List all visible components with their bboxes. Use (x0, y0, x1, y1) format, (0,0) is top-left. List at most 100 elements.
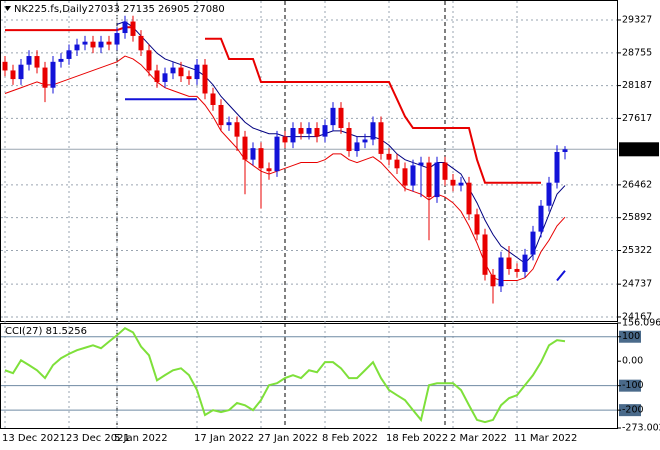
candle-body (266, 168, 272, 172)
candle-body (290, 128, 296, 143)
y-tick-label: 0.00 (622, 356, 643, 367)
candle-body (90, 41, 96, 48)
last-price-label: 27080 (622, 144, 652, 155)
indicator-line (4, 55, 566, 282)
candle-body (346, 128, 352, 152)
candle-body (130, 21, 136, 36)
x-tick-label: 23 Dec 2021 (66, 433, 130, 444)
candle-body (162, 73, 168, 82)
candle-body (522, 254, 528, 272)
candle-body (114, 33, 120, 45)
candle-body (314, 128, 320, 137)
level-box (619, 330, 641, 343)
y-tick-label: 25892 (622, 212, 652, 223)
candle-body (170, 67, 176, 74)
indicator-line (116, 20, 566, 264)
level-box (619, 379, 641, 392)
cci-line (4, 326, 566, 424)
candle-body (466, 182, 472, 215)
y-tick-label: 25322 (622, 245, 652, 256)
candle-body (546, 182, 552, 206)
candle-body (218, 104, 224, 126)
candle-body (2, 61, 8, 71)
candle-body (226, 122, 232, 126)
cci-frame (0, 323, 618, 429)
candle-body (378, 122, 384, 154)
candle-body (194, 64, 200, 80)
candle-body (530, 231, 536, 255)
candle-body (18, 64, 24, 80)
indicator-line (125, 98, 566, 282)
candle-body (474, 214, 480, 235)
candle-body (258, 148, 264, 169)
y-tick-label: -100 (622, 380, 644, 391)
candle-body (274, 136, 280, 172)
candle-body (514, 269, 520, 272)
x-tick-label: 2 Mar 2022 (450, 433, 507, 444)
y-tick-label: -273.0024 (622, 423, 660, 434)
candle-body (66, 50, 72, 59)
indicator-line (5, 26, 541, 184)
candle-body (322, 125, 328, 137)
candle-body (202, 64, 208, 94)
y-tick-label: -200 (622, 405, 644, 416)
candle-body (178, 67, 184, 77)
candle-body (418, 162, 424, 166)
candle-body (10, 70, 16, 80)
candle-body (26, 56, 32, 65)
y-tick-label: 29327 (622, 14, 652, 25)
candle-body (58, 58, 64, 62)
x-tick-label: 8 Feb 2022 (322, 433, 378, 444)
y-tick-label: 28187 (622, 80, 652, 91)
candle-body (186, 76, 192, 80)
candle-body (506, 257, 512, 270)
candle-body (402, 168, 408, 186)
x-tick-label: 13 Dec 2021 (2, 433, 66, 444)
candle-body (482, 234, 488, 275)
candle-body (490, 274, 496, 287)
y-tick-label: 24737 (622, 279, 652, 290)
y-tick-label: 28755 (622, 47, 652, 58)
candle-body (34, 56, 40, 68)
x-tick-label: 18 Feb 2022 (386, 433, 448, 444)
candle-body (250, 148, 256, 160)
candle-body (562, 149, 568, 153)
y-tick-label: 156.0965 (622, 318, 660, 329)
candle-body (538, 205, 544, 232)
cci-title: CCI(27) 81.5256 (5, 326, 87, 337)
y-tick-label: 27617 (622, 113, 652, 124)
candle-body (330, 107, 336, 126)
candle-body (210, 93, 216, 105)
x-tick-label: 17 Jan 2022 (194, 433, 254, 444)
level-box (619, 404, 641, 417)
candle-body (450, 179, 456, 186)
x-tick-label: 5 Jan 2022 (114, 433, 168, 444)
candle-body (154, 70, 160, 82)
candle-body (394, 159, 400, 169)
y-tick-label: 26462 (622, 179, 652, 190)
chart-title: NK225.fs,Daily (14, 4, 88, 15)
candle-body (434, 162, 440, 198)
candle-body (82, 41, 88, 45)
candle-body (42, 67, 48, 88)
candle-body (146, 50, 152, 71)
candle-body (442, 162, 448, 180)
candle-body (306, 128, 312, 134)
candle-body (50, 61, 56, 88)
candle-body (370, 122, 376, 140)
candle-body (234, 122, 240, 137)
candle-body (426, 162, 432, 198)
candle-body (242, 136, 248, 160)
x-tick-label: 11 Mar 2022 (514, 433, 577, 444)
candle-body (138, 35, 144, 51)
candle-body (354, 142, 360, 152)
candle-body (106, 41, 112, 45)
candle-body (498, 257, 504, 287)
y-tick-label: 24167 (622, 311, 652, 322)
candle-body (338, 107, 344, 129)
candle-body (298, 128, 304, 134)
y-tick-label: 100 (622, 331, 640, 342)
menu-arrow (4, 6, 11, 11)
main-frame (0, 0, 618, 322)
